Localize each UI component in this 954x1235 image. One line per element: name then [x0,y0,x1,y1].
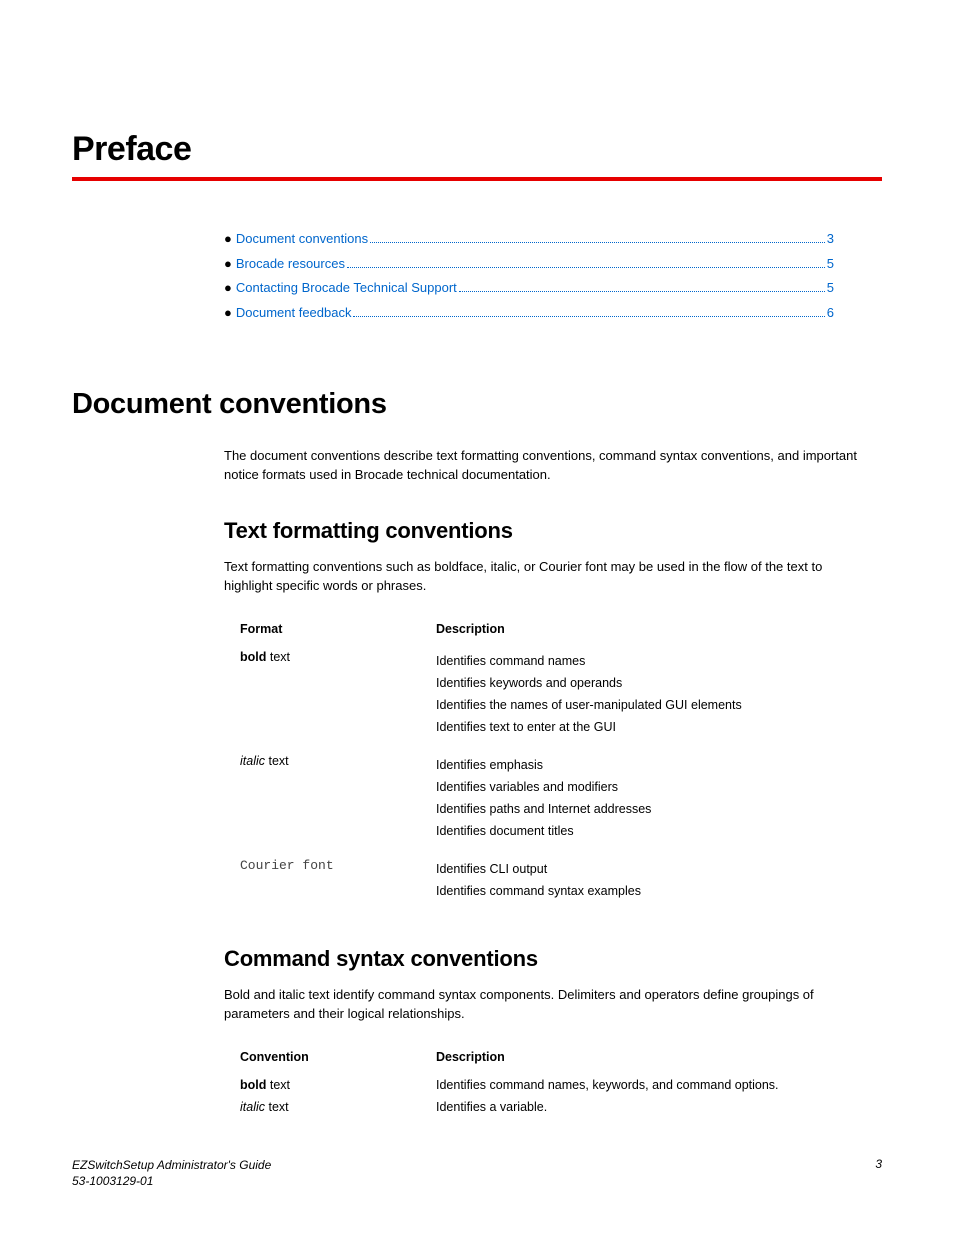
table-row: bold text Identifies command names, keyw… [240,1074,842,1096]
page-title: Preface [72,130,882,169]
toc-page-number[interactable]: 5 [827,276,834,301]
convention-cell: italic text [240,1100,436,1114]
text-formatting-table: Format Description bold text Identifies … [240,622,842,906]
toc-leader [353,307,824,317]
section-intro: The document conventions describe text f… [224,447,862,485]
convention-sample-bold: bold [240,1078,266,1092]
toc-link-document-conventions[interactable]: Document conventions [236,227,368,252]
description-line: Identifies paths and Internet addresses [436,798,842,820]
convention-sample-rest: text [266,1078,290,1092]
table-header-convention: Convention [240,1050,436,1064]
format-cell: bold text [240,650,436,738]
table-row: bold text Identifies command names Ident… [240,646,842,742]
description-line: Identifies emphasis [436,754,842,776]
table-header-description: Description [436,1050,842,1064]
convention-sample-italic: italic [240,1100,265,1114]
subsection-intro: Bold and italic text identify command sy… [224,986,862,1024]
convention-sample-rest: text [265,1100,289,1114]
table-row: italic text Identifies emphasis Identifi… [240,750,842,846]
page: Preface ● Document conventions 3 ● Broca… [0,0,954,1235]
toc-link-brocade-resources[interactable]: Brocade resources [236,252,345,277]
toc-link-contacting-support[interactable]: Contacting Brocade Technical Support [236,276,457,301]
format-sample-rest: text [266,650,290,664]
table-header-row: Convention Description [240,1050,842,1074]
toc-page-number[interactable]: 5 [827,252,834,277]
description-cell: Identifies command names, keywords, and … [436,1078,842,1092]
section-heading-document-conventions: Document conventions [72,388,882,421]
description-line: Identifies the names of user-manipulated… [436,694,842,716]
format-sample-italic: italic [240,754,265,768]
subsection-heading-text-formatting: Text formatting conventions [224,518,882,544]
page-footer: EZSwitchSetup Administrator's Guide 53-1… [72,1157,882,1189]
table-row: italic text Identifies a variable. [240,1096,842,1118]
description-line: Identifies keywords and operands [436,672,842,694]
description-line: Identifies variables and modifiers [436,776,842,798]
format-cell: italic text [240,754,436,842]
toc-leader [370,233,825,243]
footer-doc-title: EZSwitchSetup Administrator's Guide [72,1157,271,1173]
table-header-description: Description [436,622,842,636]
table-row: Courier font Identifies CLI output Ident… [240,854,842,906]
toc-item: ● Document feedback 6 [224,301,834,326]
toc-item: ● Brocade resources 5 [224,252,834,277]
format-cell: Courier font [240,858,436,902]
table-of-contents: ● Document conventions 3 ● Brocade resou… [224,227,834,326]
description-cell: Identifies CLI output Identifies command… [436,858,842,902]
footer-doc-number: 53-1003129-01 [72,1173,271,1189]
description-line: Identifies text to enter at the GUI [436,716,842,738]
bullet-icon: ● [224,301,232,326]
command-syntax-table: Convention Description bold text Identif… [240,1050,842,1118]
toc-item: ● Contacting Brocade Technical Support 5 [224,276,834,301]
toc-page-number[interactable]: 6 [827,301,834,326]
bullet-icon: ● [224,227,232,252]
description-line: Identifies document titles [436,820,842,842]
toc-leader [347,257,825,267]
format-sample-courier: Courier font [240,858,334,873]
toc-page-number[interactable]: 3 [827,227,834,252]
toc-item: ● Document conventions 3 [224,227,834,252]
subsection-heading-command-syntax: Command syntax conventions [224,946,882,972]
description-cell: Identifies command names Identifies keyw… [436,650,842,738]
table-header-row: Format Description [240,622,842,646]
bullet-icon: ● [224,252,232,277]
description-line: Identifies command syntax examples [436,880,842,902]
footer-page-number: 3 [875,1157,882,1189]
table-header-format: Format [240,622,436,636]
title-underline [72,177,882,181]
description-cell: Identifies a variable. [436,1100,842,1114]
bullet-icon: ● [224,276,232,301]
convention-cell: bold text [240,1078,436,1092]
toc-leader [459,282,825,292]
description-line: Identifies command names [436,650,842,672]
format-sample-bold: bold [240,650,266,664]
toc-link-document-feedback[interactable]: Document feedback [236,301,352,326]
subsection-intro: Text formatting conventions such as bold… [224,558,862,596]
description-cell: Identifies emphasis Identifies variables… [436,754,842,842]
description-line: Identifies CLI output [436,858,842,880]
footer-left: EZSwitchSetup Administrator's Guide 53-1… [72,1157,271,1189]
format-sample-rest: text [265,754,289,768]
